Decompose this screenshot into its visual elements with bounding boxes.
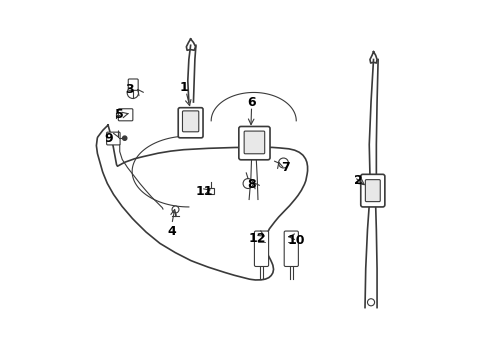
FancyBboxPatch shape [284,231,298,266]
FancyBboxPatch shape [106,132,120,145]
Text: 4: 4 [167,225,176,238]
FancyBboxPatch shape [178,108,203,138]
FancyBboxPatch shape [254,231,268,266]
FancyBboxPatch shape [244,131,264,154]
FancyBboxPatch shape [360,174,384,207]
Text: 6: 6 [247,95,255,108]
FancyBboxPatch shape [128,79,138,90]
Text: 7: 7 [280,161,289,174]
Text: 2: 2 [353,174,362,186]
Text: 1: 1 [180,81,188,94]
FancyBboxPatch shape [182,111,198,132]
Text: 12: 12 [247,232,265,245]
Text: 10: 10 [286,234,304,247]
Text: 9: 9 [104,132,113,145]
FancyBboxPatch shape [118,109,133,121]
Text: 8: 8 [247,178,255,191]
Text: 3: 3 [125,83,133,96]
Circle shape [122,136,126,140]
Text: 5: 5 [115,108,124,121]
FancyBboxPatch shape [238,126,269,160]
FancyBboxPatch shape [365,180,380,202]
Text: 11: 11 [196,185,213,198]
